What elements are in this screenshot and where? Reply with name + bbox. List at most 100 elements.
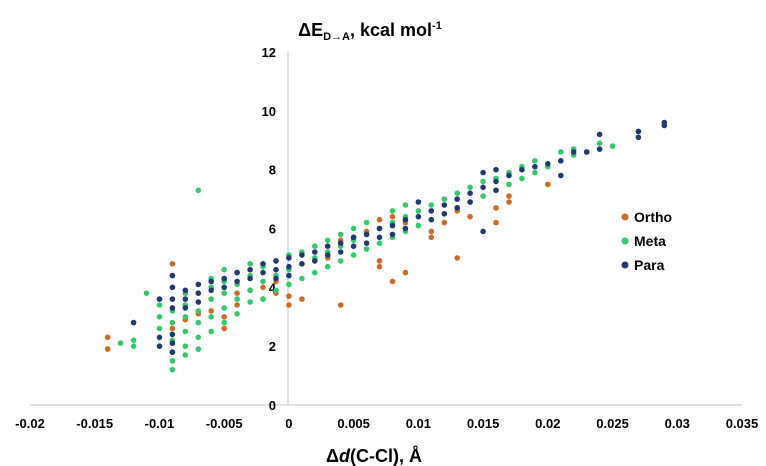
- data-point-meta: [208, 296, 214, 302]
- data-point-ortho: [234, 302, 240, 308]
- data-point-meta: [519, 175, 525, 182]
- data-point-ortho: [286, 293, 292, 300]
- data-point-para: [324, 252, 331, 258]
- data-point-ortho: [208, 308, 214, 314]
- data-point-meta: [532, 158, 538, 164]
- data-point-para: [169, 349, 176, 355]
- x-tick-label: 0.01: [406, 416, 431, 431]
- data-point-ortho: [221, 325, 227, 332]
- data-point-para: [583, 149, 590, 155]
- data-point-ortho: [428, 228, 435, 235]
- data-point-meta: [260, 296, 266, 302]
- data-point-para: [156, 334, 163, 341]
- data-point-meta: [415, 208, 422, 214]
- data-point-para: [389, 222, 396, 229]
- data-point-meta: [415, 222, 422, 229]
- data-point-para: [337, 240, 344, 246]
- data-point-meta: [195, 346, 202, 352]
- data-point-para: [493, 166, 499, 173]
- data-point-para: [182, 296, 189, 302]
- y-tick-label: 2: [269, 339, 276, 354]
- data-point-para: [156, 296, 163, 302]
- data-point-para: [234, 269, 240, 276]
- data-point-para: [454, 196, 461, 202]
- x-axis-title-italic: d: [339, 446, 351, 466]
- data-point-meta: [454, 190, 461, 196]
- data-point-meta: [234, 296, 240, 302]
- data-point-para: [558, 172, 564, 179]
- data-point-meta: [337, 231, 344, 238]
- data-point-ortho: [221, 314, 227, 320]
- data-point-ortho: [467, 213, 473, 220]
- data-point-para: [273, 266, 279, 273]
- data-point-meta: [467, 184, 473, 191]
- data-point-meta: [221, 305, 227, 311]
- data-point-para: [519, 166, 525, 173]
- data-point-para: [234, 278, 240, 285]
- data-point-meta: [260, 278, 266, 285]
- data-point-meta: [532, 169, 538, 176]
- data-point-para: [376, 225, 383, 232]
- data-point-para: [169, 284, 176, 291]
- data-point-para: [260, 269, 266, 276]
- x-tick-label: 0.015: [467, 416, 500, 431]
- data-point-meta: [182, 314, 189, 320]
- data-point-para: [428, 216, 435, 223]
- data-point-para: [130, 319, 137, 326]
- data-point-meta: [117, 340, 124, 347]
- data-point-meta: [337, 258, 344, 264]
- data-point-meta: [506, 181, 512, 188]
- data-point-para: [260, 261, 266, 267]
- data-point-ortho: [104, 334, 111, 341]
- data-point-meta: [130, 337, 137, 344]
- data-point-para: [596, 131, 603, 138]
- data-point-ortho: [506, 199, 512, 205]
- data-point-ortho: [545, 181, 551, 188]
- data-point-para: [402, 216, 409, 223]
- data-point-meta: [182, 343, 189, 350]
- x-axis-title: Δd(C-Cl), Å: [326, 446, 422, 466]
- data-point-meta: [350, 252, 357, 258]
- data-point-para: [208, 287, 214, 294]
- data-point-meta: [143, 290, 150, 297]
- data-point-para: [480, 169, 486, 176]
- data-point-meta: [286, 281, 292, 288]
- data-point-meta: [130, 343, 137, 350]
- data-point-meta: [195, 334, 202, 341]
- data-point-para: [208, 278, 214, 285]
- data-point-meta: [182, 328, 189, 335]
- chart-title: ΔED→A, kcal mol-1: [298, 20, 442, 43]
- data-point-para: [169, 340, 176, 347]
- data-point-para: [480, 228, 486, 235]
- data-point-para: [389, 231, 396, 238]
- data-point-para: [558, 158, 564, 164]
- data-point-ortho: [169, 325, 176, 332]
- x-tick-label: 0.02: [535, 416, 560, 431]
- data-point-ortho: [299, 296, 305, 302]
- data-point-para: [312, 258, 318, 264]
- data-point-para: [635, 134, 642, 141]
- y-tick-labels: 0 2 4 6 8 10 12: [262, 45, 277, 413]
- data-point-para: [182, 305, 189, 311]
- chart-title-main: ΔE: [298, 20, 323, 40]
- data-point-meta: [156, 325, 163, 332]
- data-point-ortho: [441, 219, 448, 226]
- data-point-ortho: [169, 261, 176, 267]
- data-point-para: [454, 205, 461, 211]
- data-point-meta: [299, 275, 305, 282]
- data-point-para: [402, 225, 409, 232]
- data-point-para: [247, 275, 253, 282]
- x-tick-label: 0.035: [726, 416, 759, 431]
- data-point-para: [324, 243, 331, 249]
- data-point-para: [286, 263, 292, 270]
- data-point-meta: [363, 246, 370, 252]
- y-tick-label: 0: [269, 398, 276, 413]
- data-point-para: [376, 234, 383, 241]
- y-tick-label: 12: [262, 45, 276, 60]
- data-point-para: [169, 296, 176, 302]
- data-point-para: [493, 187, 499, 194]
- data-point-ortho: [376, 263, 383, 270]
- data-point-para: [350, 234, 357, 241]
- legend: Ortho Meta Para: [621, 209, 672, 273]
